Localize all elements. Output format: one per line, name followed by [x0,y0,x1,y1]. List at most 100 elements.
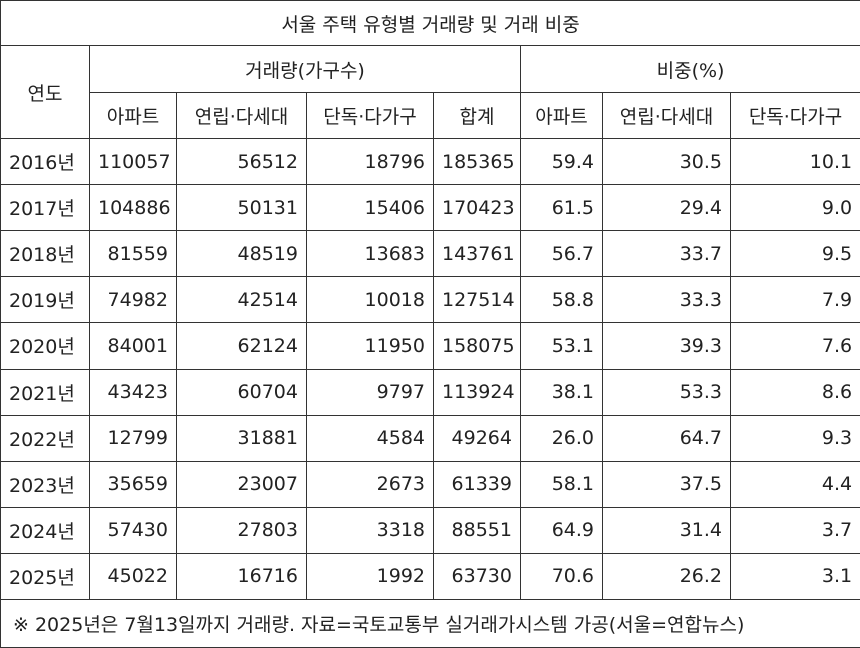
value-cell: 3.7 [729,506,860,554]
year-cell: 2020년 [0,322,90,370]
value-cell: 29.4 [602,184,731,232]
value-cell: 10018 [306,276,434,324]
value-cell: 158075 [433,322,521,370]
value-cell: 12799 [89,414,177,462]
value-cell: 38.1 [520,368,603,416]
value-cell: 64.7 [602,414,731,462]
year-cell: 2018년 [0,230,90,278]
table-row: 2024년 57430 27803 3318 88551 64.9 31.4 3.7 [0,506,860,554]
value-cell: 53.1 [520,322,603,370]
table-row: 2019년 74982 42514 10018 127514 58.8 33.3 7.9 [0,276,860,324]
value-cell: 63730 [433,552,521,600]
column-header: 아파트 [520,92,603,140]
value-cell: 26.2 [602,552,731,600]
column-header: 연립·다세대 [602,92,731,140]
table-row: 2018년 81559 48519 13683 143761 56.7 33.7 9.5 [0,230,860,278]
year-cell: 2017년 [0,184,90,232]
year-cell: 2023년 [0,460,90,508]
value-cell: 110057 [89,138,177,186]
value-cell: 56.7 [520,230,603,278]
table-row: 2023년 35659 23007 2673 61339 58.1 37.5 4.4 [0,460,860,508]
value-cell: 48519 [176,230,307,278]
value-cell: 185365 [433,138,521,186]
value-cell: 9797 [306,368,434,416]
value-cell: 61.5 [520,184,603,232]
value-cell: 64.9 [520,506,603,554]
value-cell: 31881 [176,414,307,462]
value-cell: 26.0 [520,414,603,462]
value-cell: 4.4 [729,460,860,508]
value-cell: 127514 [433,276,521,324]
table-row: 2021년 43423 60704 9797 113924 38.1 53.3 8.6 [0,368,860,416]
value-cell: 4584 [306,414,434,462]
value-cell: 9.0 [729,184,860,232]
year-cell: 2021년 [0,368,90,416]
value-cell: 3.1 [729,552,860,600]
value-cell: 37.5 [602,460,731,508]
table-row: 2016년 110057 56512 18796 185365 59.4 30.5 10.1 [0,138,860,186]
value-cell: 58.8 [520,276,603,324]
column-header: 연립·다세대 [176,92,307,140]
value-cell: 23007 [176,460,307,508]
value-cell: 33.7 [602,230,731,278]
value-cell: 9.5 [729,230,860,278]
column-header: 단독·다가구 [306,92,434,140]
value-cell: 27803 [176,506,307,554]
value-cell: 7.9 [729,276,860,324]
value-cell: 81559 [89,230,177,278]
table-row: 2017년 104886 50131 15406 170423 61.5 29.4 9.0 [0,184,860,232]
value-cell: 58.1 [520,460,603,508]
value-cell: 33.3 [602,276,731,324]
footnote-row: ※ 2025년은 7월13일까지 거래량. 자료=국토교통부 실거래가시스템 가… [0,598,860,648]
value-cell: 143761 [433,230,521,278]
value-cell: 42514 [176,276,307,324]
column-header: 단독·다가구 [729,92,860,140]
value-cell: 62124 [176,322,307,370]
table-title: 서울 주택 유형별 거래량 및 거래 비중 [0,0,860,47]
year-cell: 2016년 [0,138,90,186]
year-cell: 2022년 [0,414,90,462]
value-cell: 1992 [306,552,434,600]
value-cell: 113924 [433,368,521,416]
column-header: 아파트 [89,92,177,140]
value-cell: 60704 [176,368,307,416]
value-cell: 2673 [306,460,434,508]
table-row: 2025년 45022 16716 1992 63730 70.6 26.2 3.1 [0,552,860,600]
column-header: 합계 [433,92,521,140]
year-header: 연도 [0,45,90,140]
value-cell: 88551 [433,506,521,554]
value-cell: 35659 [89,460,177,508]
value-cell: 9.3 [729,414,860,462]
value-cell: 30.5 [602,138,731,186]
table-row: 2020년 84001 62124 11950 158075 53.1 39.3 7.6 [0,322,860,370]
value-cell: 7.6 [729,322,860,370]
group-header: 비중(%) [519,45,860,94]
value-cell: 170423 [433,184,521,232]
value-cell: 13683 [306,230,434,278]
group-header: 거래량(가구수) [89,45,521,94]
year-cell: 2024년 [0,506,90,554]
value-cell: 15406 [306,184,434,232]
value-cell: 39.3 [602,322,731,370]
value-cell: 8.6 [729,368,860,416]
year-cell: 2019년 [0,276,90,324]
value-cell: 31.4 [602,506,731,554]
table-row: 2022년 12799 31881 4584 49264 26.0 64.7 9.3 [0,414,860,462]
value-cell: 11950 [306,322,434,370]
value-cell: 104886 [89,184,177,232]
value-cell: 43423 [89,368,177,416]
value-cell: 59.4 [520,138,603,186]
footnote: ※ 2025년은 7월13일까지 거래량. 자료=국토교통부 실거래가시스템 가… [0,598,860,648]
value-cell: 3318 [306,506,434,554]
value-cell: 53.3 [602,368,731,416]
year-cell: 2025년 [0,552,90,600]
value-cell: 74982 [89,276,177,324]
value-cell: 45022 [89,552,177,600]
value-cell: 61339 [433,460,521,508]
value-cell: 16716 [176,552,307,600]
value-cell: 84001 [89,322,177,370]
value-cell: 56512 [176,138,307,186]
value-cell: 18796 [306,138,434,186]
